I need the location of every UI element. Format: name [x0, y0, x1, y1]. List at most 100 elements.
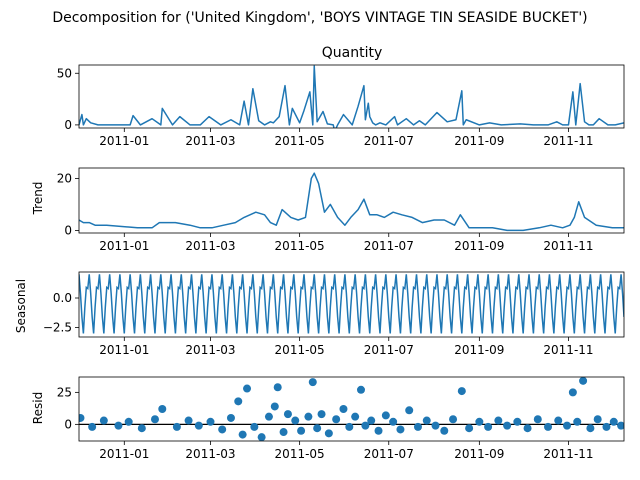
x-tick-label: 2011-05 [275, 447, 325, 461]
x-tick-label: 2011-05 [275, 134, 325, 148]
resid-point [283, 410, 292, 419]
resid-ylabel: Resid [31, 392, 45, 424]
resid-point [137, 424, 146, 433]
x-tick-label: 2011-07 [364, 239, 414, 253]
resid-point [308, 378, 317, 387]
resid-point [291, 416, 300, 425]
resid-point [457, 387, 466, 396]
resid-point [324, 429, 333, 438]
resid-point [79, 413, 85, 422]
resid-point [593, 415, 602, 424]
x-tick-label: 2011-03 [185, 239, 235, 253]
resid-point [563, 421, 572, 430]
x-tick-label: 2011-09 [454, 343, 504, 357]
resid-point [533, 415, 542, 424]
x-tick-label: 2011-11 [543, 343, 593, 357]
resid-point [234, 397, 243, 406]
resid-point [513, 417, 522, 426]
resid-point [99, 416, 108, 425]
resid-point [449, 415, 458, 424]
resid-point [273, 383, 282, 392]
resid-point [270, 402, 279, 411]
resid-point [440, 426, 449, 435]
resid-point [356, 385, 365, 394]
resid-panel: 2011-01 2011-03 2011-05 2011-07 2011-09 2011-… [57, 376, 625, 461]
y-tick-label: 0.0 [53, 291, 72, 305]
y-tick-label: 0 [64, 417, 72, 431]
resid-point [602, 422, 611, 431]
resid-point [465, 424, 474, 433]
resid-point [264, 412, 273, 421]
resid-point [114, 421, 123, 430]
resid-point [523, 424, 532, 433]
axes-frame [78, 167, 625, 234]
resid-point [194, 421, 203, 430]
resid-point [184, 416, 193, 425]
seasonal-panel: 2011-01 2011-03 2011-05 2011-07 2011-09 2011-… [43, 271, 625, 357]
resid-point [609, 417, 618, 426]
trend-series-line [79, 172, 624, 232]
x-tick-label: 2011-07 [364, 134, 414, 148]
resid-point [586, 424, 595, 433]
axes-frame [78, 271, 625, 338]
x-tick-label: 2011-05 [275, 343, 325, 357]
seasonal-ylabel: Seasonal [14, 279, 28, 333]
resid-point [150, 415, 159, 424]
y-tick-label: −2.5 [43, 321, 72, 335]
resid-point [297, 426, 306, 435]
resid-point [238, 430, 247, 439]
resid-point [503, 421, 512, 430]
resid-point [351, 412, 360, 421]
resid-point [158, 405, 167, 413]
resid-point [226, 413, 235, 422]
x-tick-label: 2011-07 [364, 447, 414, 461]
quantity-series-line [79, 65, 624, 128]
y-tick-label: 25 [57, 385, 72, 399]
resid-point [367, 416, 376, 425]
resid-point [494, 416, 503, 425]
resid-point [374, 426, 383, 435]
y-tick-label: 0 [64, 223, 72, 237]
quantity-panel-title: Quantity [322, 45, 383, 61]
resid-point [554, 416, 563, 425]
x-tick-label: 2011-03 [185, 447, 235, 461]
trend-ylabel: Trend [31, 182, 45, 216]
resid-point [361, 421, 370, 430]
resid-point [381, 411, 390, 420]
resid-point [279, 428, 288, 437]
resid-point [243, 384, 252, 393]
x-tick-label: 2011-11 [543, 239, 593, 253]
resid-point [257, 433, 266, 441]
figure-suptitle: Decomposition for ('United Kingdom', 'BO… [52, 10, 587, 26]
x-tick-label: 2011-09 [454, 447, 504, 461]
resid-point [218, 425, 227, 434]
resid-point [313, 424, 322, 433]
x-tick-label: 2011-03 [185, 134, 235, 148]
resid-point [568, 388, 577, 397]
x-tick-label: 2011-03 [185, 343, 235, 357]
resid-point [88, 422, 97, 431]
resid-point [617, 421, 624, 430]
resid-point [573, 417, 582, 426]
resid-point [124, 417, 133, 426]
seasonal-series-line [79, 274, 624, 334]
resid-point [317, 410, 326, 419]
axes-frame [78, 376, 625, 442]
x-tick-label: 2011-09 [454, 239, 504, 253]
axes-frame [78, 64, 625, 129]
x-tick-label: 2011-01 [99, 447, 149, 461]
resid-point [339, 405, 348, 413]
resid-point [431, 421, 440, 430]
resid-point [396, 425, 405, 434]
x-tick-label: 2011-01 [99, 239, 149, 253]
resid-point [172, 422, 181, 431]
resid-point [579, 377, 588, 385]
x-tick-label: 2011-11 [543, 447, 593, 461]
resid-point [422, 416, 431, 425]
trend-panel: 2011-01 2011-03 2011-05 2011-07 2011-09 2011-… [57, 167, 625, 253]
resid-point [475, 417, 484, 426]
resid-point [250, 422, 259, 431]
y-tick-label: 50 [57, 66, 72, 80]
